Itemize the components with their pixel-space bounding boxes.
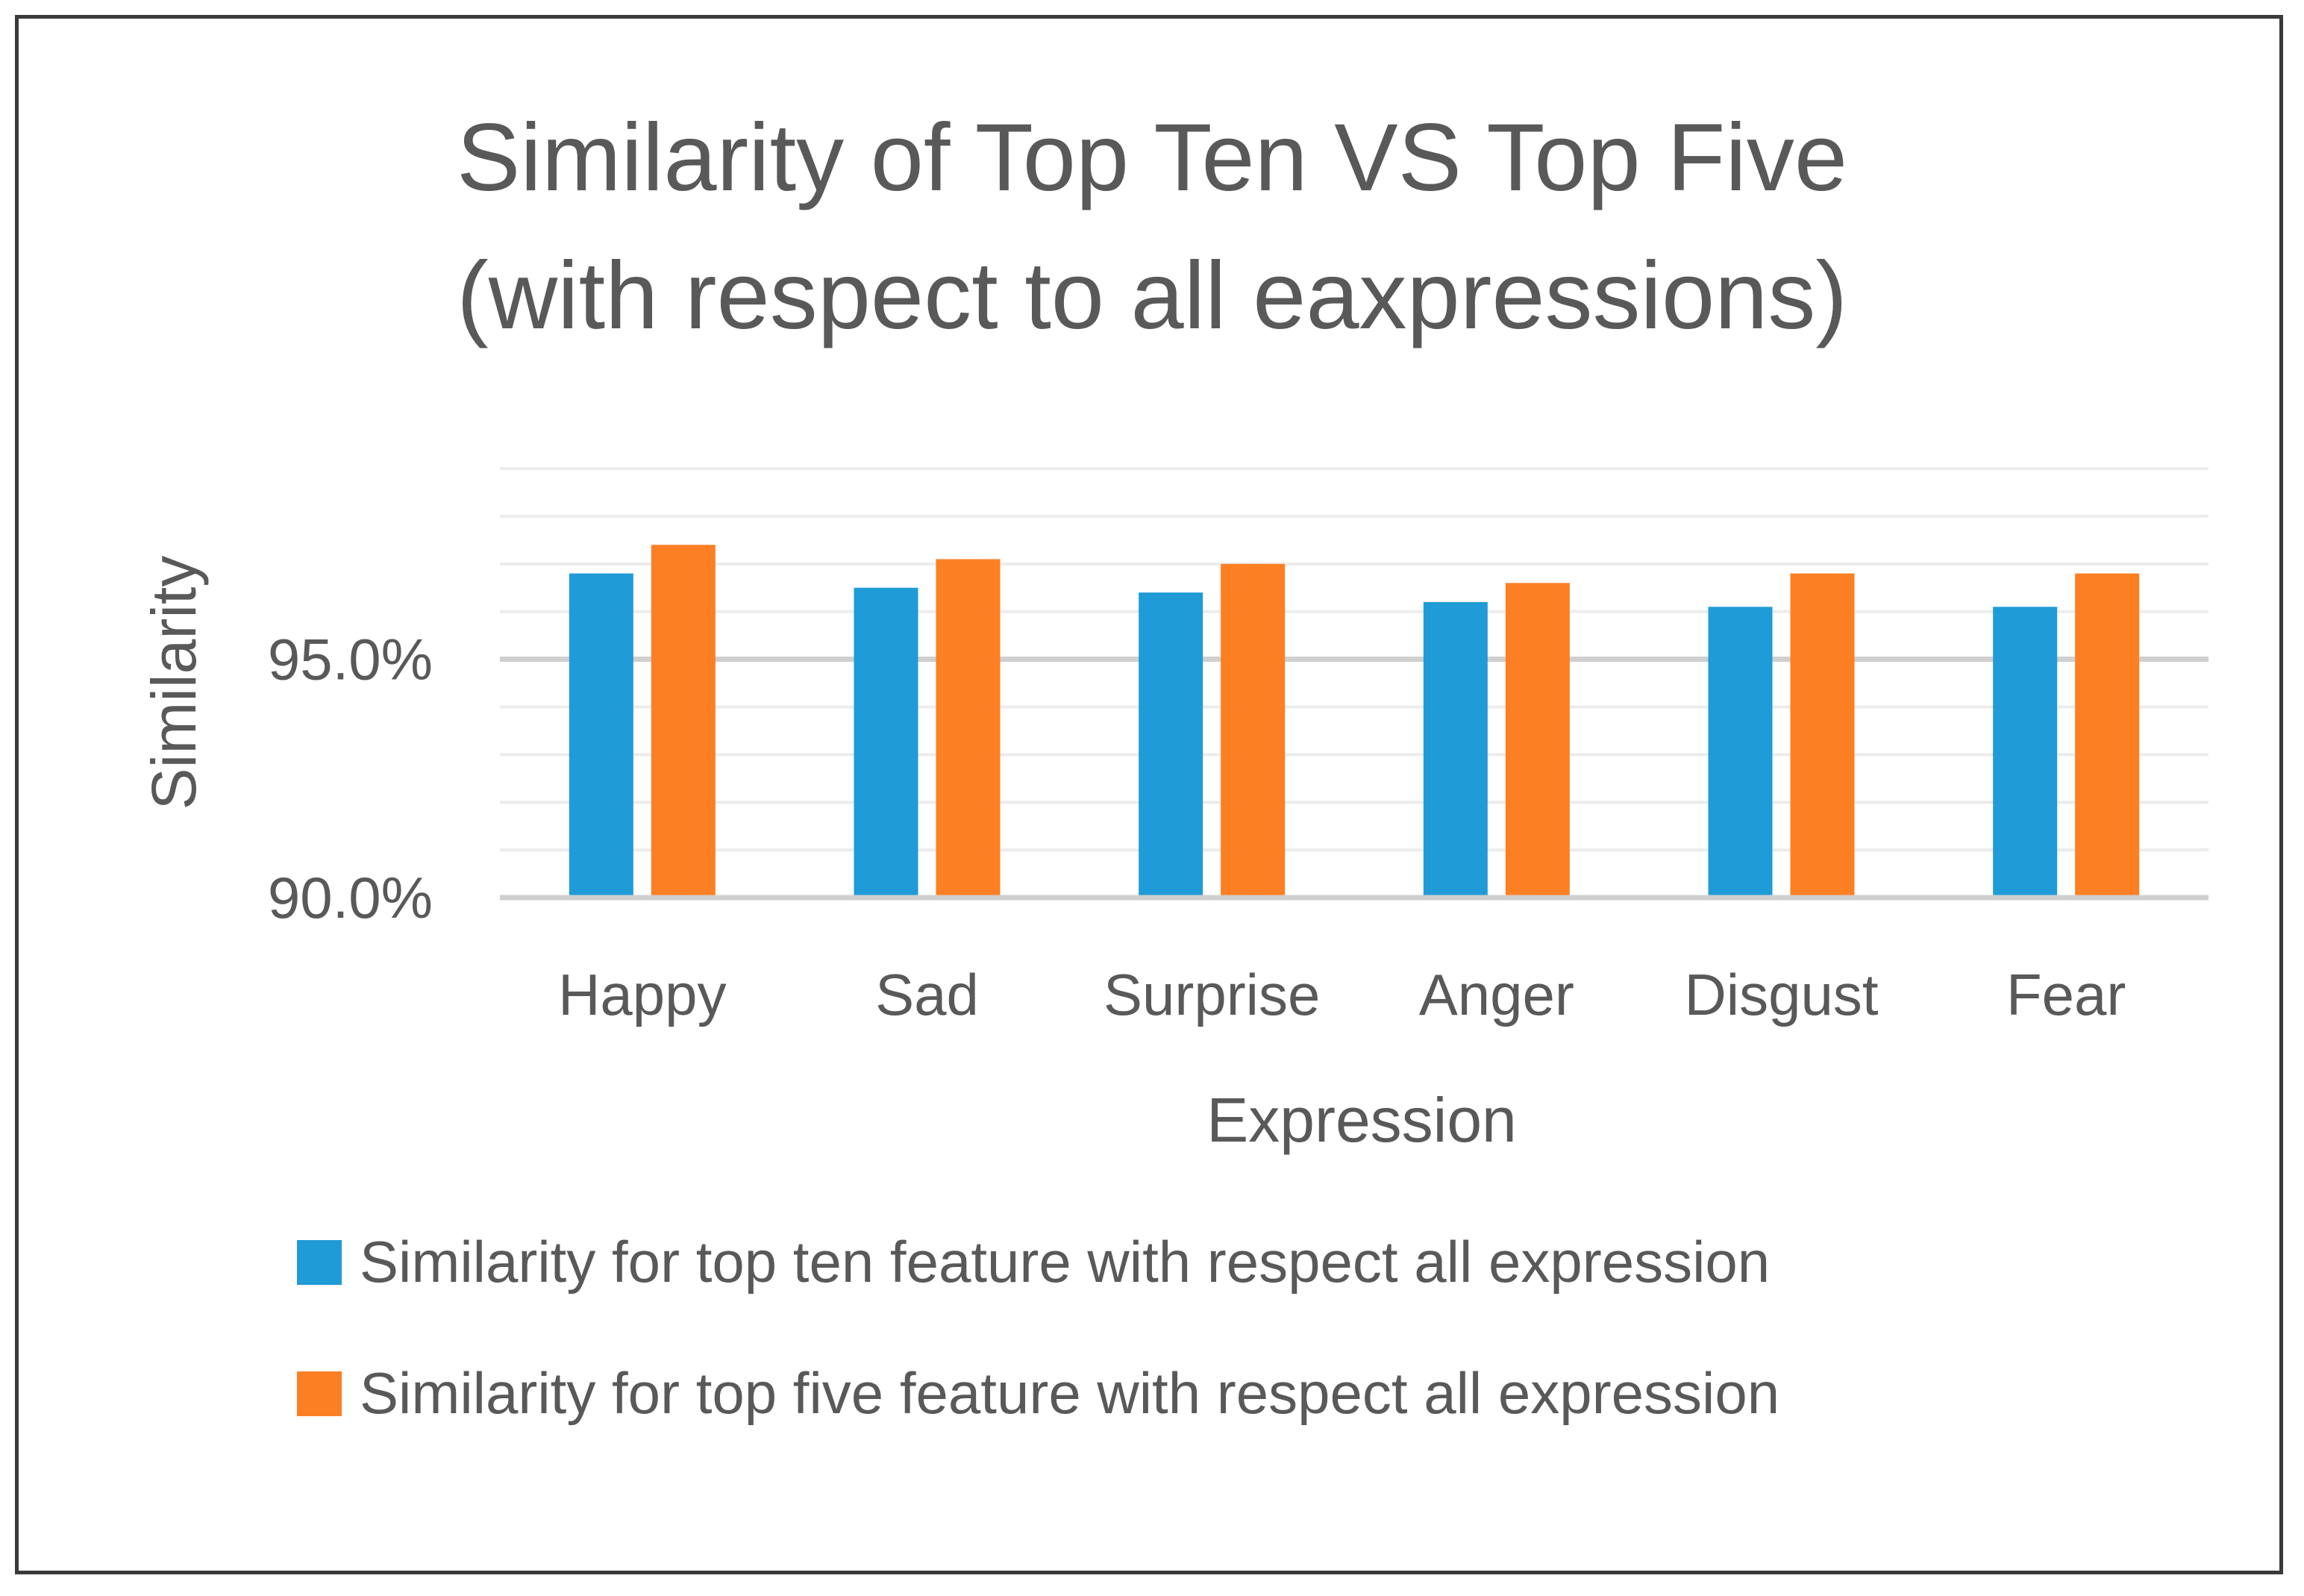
bar-top-ten — [1139, 592, 1203, 898]
bar-top-five — [2075, 573, 2140, 898]
legend: Similarity for top ten feature with resp… — [297, 1229, 1779, 1426]
chart-subtitle: (with respect to all eaxpressions) — [457, 242, 1847, 349]
y-axis-title: Similarity — [139, 556, 209, 810]
legend-label-top-ten: Similarity for top ten feature with resp… — [360, 1229, 1770, 1295]
y-tick-labels: 90.0% 95.0% — [268, 627, 433, 930]
x-tick-label: Anger — [1419, 962, 1574, 1027]
legend-swatch-top-ten — [297, 1240, 342, 1285]
chart-title: Similarity of Top Ten VS Top Five — [457, 104, 1847, 211]
legend-label-top-five: Similarity for top five feature with res… — [360, 1360, 1779, 1426]
bar-top-five — [1790, 573, 1855, 898]
x-tick-label: Disgust — [1684, 962, 1878, 1027]
legend-swatch-top-five — [297, 1371, 342, 1416]
y-tick-label: 90.0% — [268, 865, 433, 930]
bars — [500, 545, 2208, 901]
x-tick-label: Happy — [558, 962, 726, 1027]
bar-top-ten — [1708, 607, 1773, 898]
x-tick-label: Surprise — [1104, 962, 1320, 1027]
bar-top-five — [651, 545, 716, 898]
gridlines — [500, 467, 2208, 901]
bar-top-ten — [569, 573, 633, 898]
y-tick-label: 95.0% — [268, 627, 433, 692]
x-tick-label: Fear — [2006, 962, 2126, 1027]
x-tick-label: Sad — [875, 962, 979, 1027]
bar-top-ten — [1993, 607, 2058, 898]
x-axis-title: Expression — [1206, 1085, 1517, 1155]
bar-top-ten — [854, 587, 918, 898]
x-tick-labels: Happy Sad Surprise Anger Disgust Fear — [558, 962, 2126, 1027]
bar-top-five — [936, 559, 1001, 898]
bar-top-five — [1505, 583, 1570, 898]
bar-top-ten — [1423, 601, 1488, 898]
bar-top-five — [1221, 563, 1286, 898]
